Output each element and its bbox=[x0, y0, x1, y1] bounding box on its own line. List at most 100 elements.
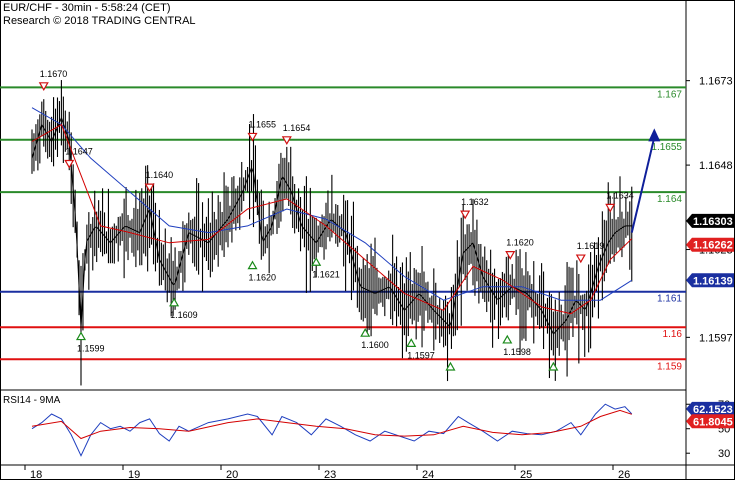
price-link bbox=[462, 250, 466, 254]
price-link bbox=[404, 307, 407, 311]
price-link bbox=[243, 183, 247, 190]
price-link bbox=[394, 294, 397, 298]
price-link bbox=[505, 289, 509, 293]
high-marker-icon bbox=[281, 136, 292, 146]
price-link bbox=[296, 208, 300, 216]
price-link bbox=[433, 309, 437, 313]
price-link bbox=[110, 240, 113, 244]
low-marker-icon bbox=[311, 257, 322, 266]
price-link bbox=[372, 292, 376, 294]
price-link bbox=[556, 327, 560, 331]
price-link bbox=[72, 189, 76, 214]
price-link bbox=[196, 236, 199, 239]
price-link bbox=[219, 225, 223, 229]
price-link bbox=[476, 256, 480, 264]
price-link bbox=[441, 317, 444, 321]
price-link bbox=[545, 317, 548, 323]
price-link bbox=[168, 277, 172, 282]
high-label: 1.1634 bbox=[606, 190, 634, 200]
price-link bbox=[466, 246, 470, 250]
price-link bbox=[143, 218, 147, 224]
high-marker-icon bbox=[64, 159, 75, 169]
price-link bbox=[135, 230, 139, 233]
low-marker-icon bbox=[75, 331, 87, 341]
price-link bbox=[206, 241, 209, 244]
price-link bbox=[323, 226, 327, 231]
price-link bbox=[251, 167, 254, 174]
price-link bbox=[154, 239, 158, 250]
price-badge bbox=[686, 213, 734, 228]
price-link bbox=[209, 237, 213, 241]
price-link bbox=[380, 289, 384, 292]
price-link bbox=[592, 279, 596, 287]
price-link bbox=[247, 173, 251, 179]
price-link bbox=[454, 287, 458, 299]
price-link bbox=[550, 329, 554, 335]
high-label: 1.1647 bbox=[65, 146, 93, 156]
price-link bbox=[507, 288, 511, 291]
high-label: 1.1620 bbox=[506, 238, 534, 248]
price-link bbox=[284, 180, 288, 184]
price-link bbox=[258, 219, 262, 236]
price-link bbox=[192, 234, 195, 237]
chart-title: EUR/CHF - 30min - 5:58:24 (CET) bbox=[3, 2, 171, 14]
price-link bbox=[113, 235, 117, 239]
price-link bbox=[623, 225, 627, 228]
price-link bbox=[437, 313, 441, 317]
price-link bbox=[460, 252, 464, 265]
price-link bbox=[133, 229, 137, 232]
price-link bbox=[233, 204, 237, 209]
high-label: 1.1632 bbox=[461, 197, 489, 207]
price-link bbox=[548, 325, 552, 331]
price-link bbox=[51, 136, 55, 142]
price-link bbox=[415, 294, 419, 298]
price-link bbox=[229, 211, 233, 216]
price-link bbox=[498, 297, 501, 300]
price-link bbox=[358, 282, 362, 288]
price-link bbox=[407, 303, 411, 307]
price-link bbox=[396, 297, 399, 302]
price-link bbox=[601, 252, 605, 258]
price-link bbox=[290, 190, 294, 196]
price-link bbox=[160, 263, 164, 268]
price-link bbox=[176, 268, 180, 277]
price-link bbox=[480, 269, 484, 277]
ma-slow-line bbox=[31, 107, 633, 301]
x-tick-label: 23 bbox=[324, 469, 336, 480]
price-link bbox=[76, 246, 80, 287]
price-link bbox=[211, 235, 215, 239]
price-link bbox=[356, 275, 360, 284]
price-link bbox=[443, 319, 446, 323]
price-link bbox=[363, 287, 366, 290]
high-label: 1.1655 bbox=[249, 119, 277, 129]
low-label: 1.1620 bbox=[249, 273, 277, 283]
rsi-ma-line bbox=[31, 409, 632, 440]
price-link bbox=[156, 249, 160, 260]
price-link bbox=[521, 290, 525, 293]
price-link bbox=[43, 127, 47, 132]
y-tick-label: 1.1597 bbox=[699, 332, 733, 344]
high-marker-icon bbox=[575, 254, 586, 264]
rsi-tick-label: 30 bbox=[718, 448, 730, 460]
price-link bbox=[302, 226, 305, 230]
level-label: 1.161 bbox=[657, 294, 682, 305]
price-link bbox=[96, 226, 100, 230]
low-marker-icon bbox=[360, 327, 371, 337]
high-label: 1.1654 bbox=[283, 123, 311, 133]
low-marker-icon bbox=[247, 260, 258, 270]
price-link bbox=[496, 298, 499, 300]
price-link bbox=[392, 291, 396, 295]
price-link bbox=[423, 298, 427, 302]
price-link bbox=[204, 240, 207, 243]
price-link bbox=[58, 117, 62, 123]
high-label: 1.1670 bbox=[40, 69, 68, 79]
price-link bbox=[94, 226, 97, 229]
price-link bbox=[504, 291, 507, 295]
high-marker-icon bbox=[144, 183, 155, 193]
price-link bbox=[574, 300, 578, 303]
price-link bbox=[188, 232, 191, 235]
price-link bbox=[321, 229, 325, 234]
price-link bbox=[41, 124, 45, 129]
price-link bbox=[80, 293, 84, 328]
